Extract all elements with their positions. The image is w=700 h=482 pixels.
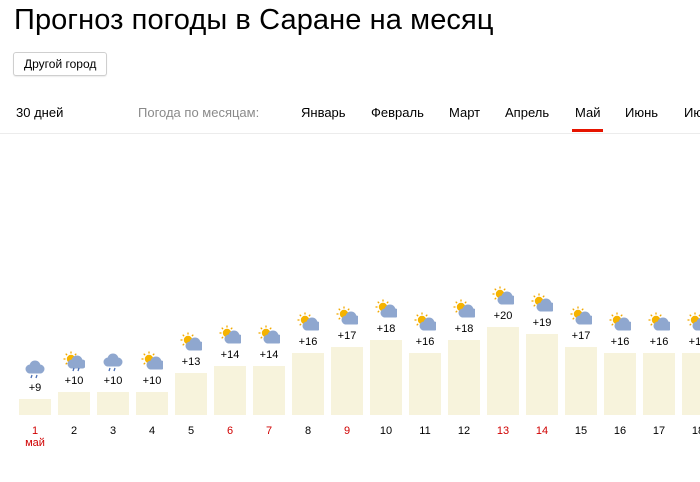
temperature-label: +18 xyxy=(454,323,474,335)
other-city-button[interactable]: Другой город xyxy=(13,52,108,76)
partly-cloudy-icon xyxy=(570,306,595,324)
tab-30-days[interactable]: 30 дней xyxy=(16,105,64,120)
day-label: 7 xyxy=(265,425,273,437)
day-label: 5 xyxy=(187,425,195,437)
partly-cloudy-icon xyxy=(141,351,166,370)
partly-cloudy-icon xyxy=(219,325,244,344)
temperature-label: +16 xyxy=(415,336,435,348)
day-label: 17 xyxy=(652,425,666,437)
tab-june[interactable]: Июнь xyxy=(625,105,659,120)
temperature-bar xyxy=(565,346,597,415)
temperature-bar xyxy=(643,353,675,415)
temperature-bar xyxy=(175,372,207,415)
temperature-label: +10 xyxy=(103,375,123,387)
day-label: 2 xyxy=(70,425,78,437)
temperature-bar xyxy=(409,353,441,415)
tab-july[interactable]: Июль xyxy=(684,105,700,120)
temperature-bar xyxy=(526,333,558,415)
months-label: Погода по месяцам: xyxy=(138,105,260,120)
day-label: 3 xyxy=(109,425,117,437)
temperature-label: +10 xyxy=(64,375,84,387)
temperature-bar xyxy=(370,340,402,415)
temperature-label: +16 xyxy=(610,336,630,348)
tab-may[interactable]: Май xyxy=(571,105,605,132)
temperature-label: +16 xyxy=(688,336,700,348)
partly-cloudy-icon xyxy=(609,312,634,331)
temperature-bar xyxy=(19,398,51,415)
day-label: 15 xyxy=(574,425,588,437)
partly-cloudy-icon xyxy=(180,332,205,350)
partly-cloudy-icon xyxy=(258,325,283,344)
temperature-bar xyxy=(58,392,90,415)
temperature-label: +20 xyxy=(493,310,513,322)
partly-cloudy-icon xyxy=(687,312,700,331)
partly-cloudy-icon xyxy=(297,312,322,331)
tab-march[interactable]: Март xyxy=(449,105,481,120)
temperature-label: +16 xyxy=(298,336,318,348)
temperature-label: +14 xyxy=(220,349,240,361)
day-label: 11 xyxy=(419,425,431,437)
partly-cloudy-icon xyxy=(414,312,439,331)
temperature-bar xyxy=(604,353,636,415)
temperature-bar xyxy=(448,340,480,415)
day-label: 9 xyxy=(343,425,351,437)
cloud-rain-icon xyxy=(102,351,124,372)
partly-cloudy-icon xyxy=(336,306,361,324)
month-label: май xyxy=(25,437,45,449)
temperature-label: +19 xyxy=(532,316,552,329)
temperature-bar xyxy=(214,366,246,415)
day-label: 4 xyxy=(148,425,156,437)
temperature-label: +10 xyxy=(142,375,162,387)
day-label: 1 xyxy=(31,425,39,437)
temperature-bar xyxy=(292,353,324,415)
temperature-label: +16 xyxy=(649,336,669,348)
temperature-label: +13 xyxy=(181,355,201,368)
cloud-rain-icon xyxy=(24,358,46,378)
temperature-chart: +9 1 май +10 2 +10 3 +10 4 +13 5 +14 6 +14 7 +16 8 +17 9 +1… xyxy=(0,135,700,482)
temperature-bar xyxy=(331,346,363,415)
partly-cloudy-icon xyxy=(492,286,517,305)
day-label: 10 xyxy=(379,425,393,437)
tab-february[interactable]: Февраль xyxy=(371,105,424,120)
temperature-bar xyxy=(97,392,129,415)
temperature-label: +18 xyxy=(376,323,396,335)
temperature-label: +17 xyxy=(337,329,357,342)
temperature-bar xyxy=(682,353,700,415)
temperature-bar xyxy=(253,366,285,415)
partly-cloudy-icon xyxy=(648,312,673,331)
day-label: 18 xyxy=(691,425,700,437)
partly-cloudy-icon xyxy=(453,299,478,318)
day-label: 6 xyxy=(226,425,234,437)
temperature-label: +9 xyxy=(28,381,42,394)
day-label: 8 xyxy=(304,425,312,437)
temperature-label: +17 xyxy=(571,329,591,342)
partly-cloudy-rain-icon xyxy=(63,351,87,372)
temperature-bar xyxy=(136,392,168,415)
temperature-label: +14 xyxy=(259,349,279,361)
day-label: 16 xyxy=(613,425,627,437)
tab-january[interactable]: Январь xyxy=(301,105,346,120)
tab-april[interactable]: Апрель xyxy=(505,105,550,120)
day-label: 12 xyxy=(457,425,471,437)
partly-cloudy-icon xyxy=(531,293,556,311)
month-nav: 30 дней Погода по месяцам: Январь Феврал… xyxy=(0,92,700,134)
partly-cloudy-icon xyxy=(375,299,400,318)
temperature-bar xyxy=(487,327,519,415)
day-label: 13 xyxy=(496,425,510,437)
day-label: 14 xyxy=(535,425,549,437)
page-title: Прогноз погоды в Саране на месяц xyxy=(14,4,494,36)
